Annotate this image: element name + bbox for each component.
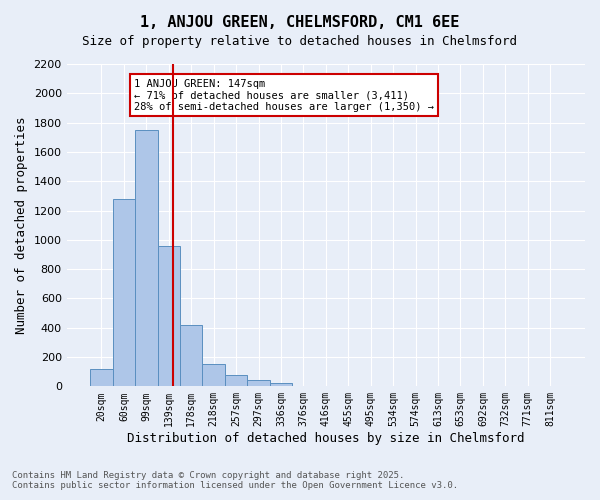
Bar <box>180 325 202 386</box>
Y-axis label: Number of detached properties: Number of detached properties <box>15 116 28 334</box>
Text: 1 ANJOU GREEN: 147sqm
← 71% of detached houses are smaller (3,411)
28% of semi-d: 1 ANJOU GREEN: 147sqm ← 71% of detached … <box>134 78 434 112</box>
Bar <box>113 199 135 386</box>
Bar <box>90 370 113 386</box>
Bar <box>270 384 292 386</box>
Bar <box>247 380 270 386</box>
Bar <box>158 246 180 386</box>
Text: Size of property relative to detached houses in Chelmsford: Size of property relative to detached ho… <box>83 35 517 48</box>
Text: Contains HM Land Registry data © Crown copyright and database right 2025.
Contai: Contains HM Land Registry data © Crown c… <box>12 470 458 490</box>
Bar <box>225 376 247 386</box>
Text: 1, ANJOU GREEN, CHELMSFORD, CM1 6EE: 1, ANJOU GREEN, CHELMSFORD, CM1 6EE <box>140 15 460 30</box>
Bar <box>202 364 225 386</box>
Bar <box>135 130 158 386</box>
X-axis label: Distribution of detached houses by size in Chelmsford: Distribution of detached houses by size … <box>127 432 524 445</box>
